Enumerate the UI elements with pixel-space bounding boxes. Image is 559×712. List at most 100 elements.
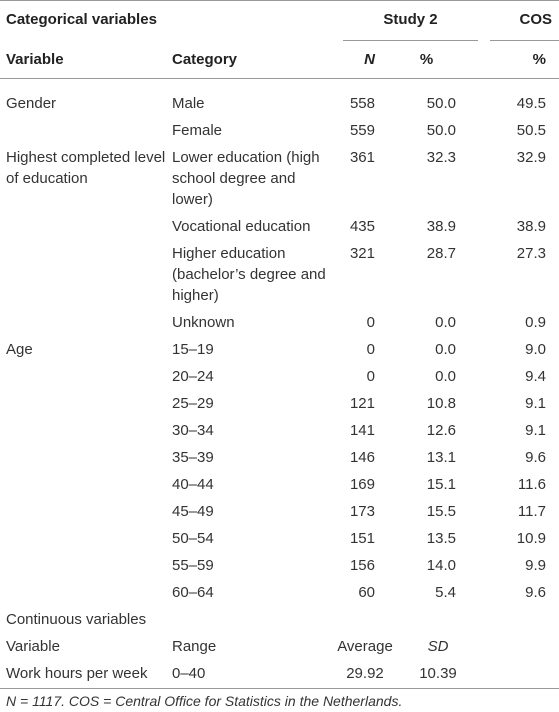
table-cell: Vocational education [172,218,311,235]
table-cell: 9.6 [525,584,546,601]
column-header: Average [337,638,393,655]
table-row: Highest completed level of education Lowe… [0,144,559,213]
table-row: 60–64 60 5.4 9.6 [0,579,559,606]
table-cell [6,582,166,603]
table-cell: 151 [349,530,375,547]
table-cell: 49.5 [516,95,546,112]
table-cell: 558 [349,95,375,112]
table-cell [6,120,166,141]
table-cell: 169 [349,476,375,493]
column-header: Category [172,51,238,68]
table-cell: 0–40 [172,665,206,682]
table-row: 30–34 141 12.6 9.1 [0,417,559,444]
table-cell [6,393,166,414]
continuous-header-row: Variable Range Average SD [0,633,559,660]
table-cell: 32.9 [516,149,546,166]
table-cell: 50.5 [516,122,546,139]
table-row: Work hours per week 0–40 29.92 10.39 [0,660,559,687]
table-cell: Male [172,95,205,112]
column-header: Variable [6,51,64,68]
table-body: Gender Male 558 50.0 49.5 Female 559 50.0 50.5 Hi… [0,90,559,687]
table-cell: 55–59 [172,557,214,574]
table-cell: 9.1 [525,422,546,439]
cos-rule [490,40,559,41]
table-cell: 38.9 [426,218,456,235]
table-cell: 50.0 [426,122,456,139]
header-row: Categorical variables Study 2 COS [0,0,559,41]
table-row: 20–24 0 0.0 9.4 [0,363,559,390]
table-cell: 146 [349,449,375,466]
table-cell [6,420,166,441]
table-cell [6,366,166,387]
top-rule [0,0,559,1]
column-header: SD [427,638,449,655]
table-cell: 15.1 [426,476,456,493]
table-row: Female 559 50.0 50.5 [0,117,559,144]
table-cell: 15.5 [426,503,456,520]
table-cell: 0.0 [435,368,456,385]
table-cell: 40–44 [172,476,214,493]
table-row: 45–49 173 15.5 11.7 [0,498,559,525]
table-cell: 25–29 [172,395,214,412]
bottom-rule [0,688,559,689]
table-cell: 0 [366,368,375,385]
table-cell: 9.9 [525,557,546,574]
table-cell [6,216,166,237]
table-row: 40–44 169 15.1 11.6 [0,471,559,498]
table-cell: 28.7 [426,245,456,262]
table-cell: 14.0 [426,557,456,574]
table-cell: Female [172,122,223,139]
table-cell: Unknown [172,314,235,331]
header-rule [0,78,559,79]
table-cell: 60 [358,584,375,601]
table-cell: 361 [349,149,375,166]
table-row: 35–39 146 13.1 9.6 [0,444,559,471]
table-cell [6,501,166,522]
section-title: Continuous variables [0,606,559,633]
table-cell: 15–19 [172,341,214,358]
table-cell: 30–34 [172,422,214,439]
table-cell: 156 [349,557,375,574]
table-cell [6,555,166,576]
table-cell: 38.9 [516,218,546,235]
table-cell: 10.8 [426,395,456,412]
table-cell: Work hours per week [6,665,148,682]
table-cell: 50.0 [426,95,456,112]
table-cell: 10.9 [516,530,546,547]
table-cell: 0.9 [525,314,546,331]
table-cell: 141 [349,422,375,439]
table-row: Age 15–19 0 0.0 9.0 [0,336,559,363]
table-cell: 0 [366,314,375,331]
table-cell: 10.39 [419,665,457,682]
table-cell: 35–39 [172,449,214,466]
table-cell: 5.4 [435,584,456,601]
table-cell: 559 [349,122,375,139]
footnote: N = 1117. COS = Central Office for Stati… [6,693,403,709]
table-cell: 0 [366,341,375,358]
table-cell [6,312,166,333]
table-cell: 9.1 [525,395,546,412]
table-cell: 11.7 [517,503,546,520]
column-header: Range [172,638,217,655]
table-cell: 0.0 [435,314,456,331]
table-cell: 13.5 [426,530,456,547]
table-cell [6,243,166,306]
column-header: N [364,51,375,68]
cos-header: COS [519,11,552,28]
table-cell: Highest completed level of education [6,149,166,187]
table-cell: 20–24 [172,368,214,385]
table-cell: 13.1 [426,449,456,466]
study-rule [343,40,478,41]
table-cell: 11.6 [517,476,546,493]
table-cell: 9.0 [525,341,546,358]
table-cell: 9.4 [525,368,546,385]
table-cell: 32.3 [426,149,456,166]
table-cell: 29.92 [346,665,384,682]
table-cell: 321 [349,245,375,262]
table-row: Unknown 0 0.0 0.9 [0,309,559,336]
table-cell: 121 [349,395,375,412]
table-cell: 173 [349,503,375,520]
table-cell: 27.3 [516,245,546,262]
table-row: Vocational education 435 38.9 38.9 [0,213,559,240]
